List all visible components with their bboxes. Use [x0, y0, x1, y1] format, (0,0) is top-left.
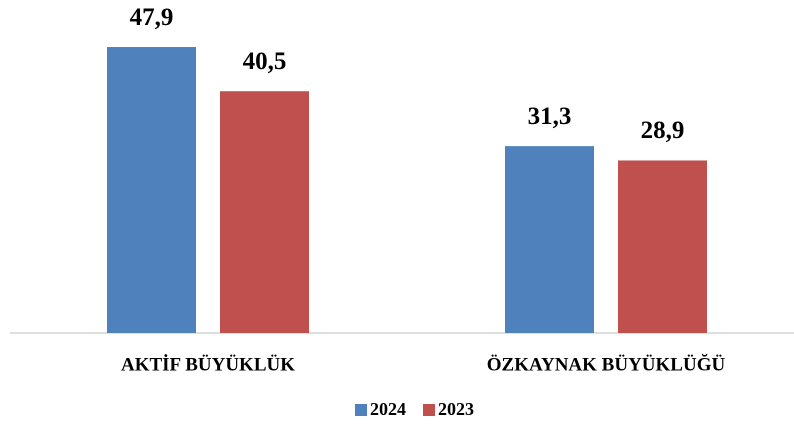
x-tick-label: ÖZKAYNAK BÜYÜKLÜĞÜ — [487, 353, 726, 375]
legend-label: 2024 — [370, 399, 406, 419]
bar — [505, 146, 594, 333]
bar — [107, 47, 196, 334]
data-label: 28,9 — [641, 117, 685, 144]
x-tick-label: AKTİF BÜYÜKLÜK — [121, 354, 295, 375]
legend-swatch — [355, 404, 367, 416]
legend-label: 2023 — [438, 399, 474, 419]
data-label: 40,5 — [243, 48, 287, 75]
legend-swatch — [423, 404, 435, 416]
data-label: 31,3 — [528, 103, 572, 130]
bar — [618, 160, 707, 333]
bar — [220, 91, 309, 333]
data-label: 47,9 — [130, 4, 174, 31]
